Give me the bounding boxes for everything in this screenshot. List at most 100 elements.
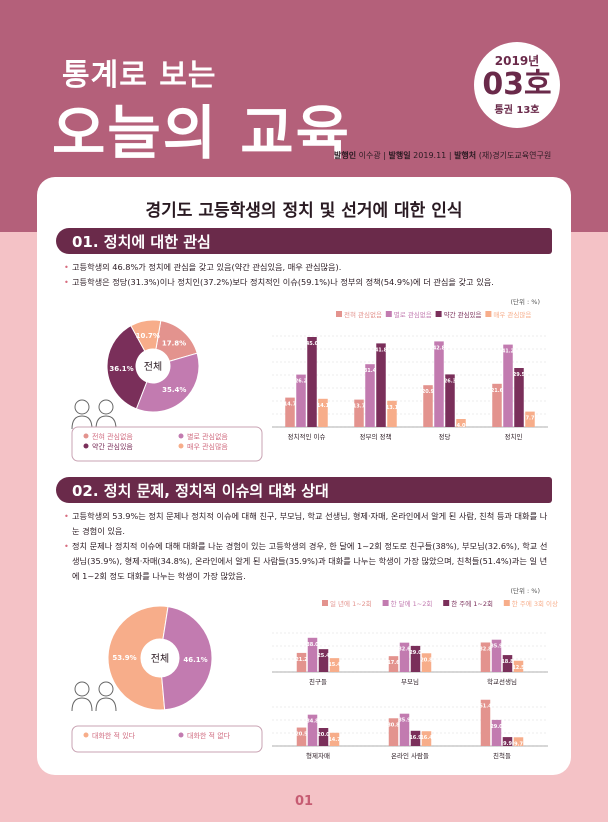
publish-date: 2019.11 xyxy=(413,151,447,160)
bar-value-label: 13.7 xyxy=(353,404,366,410)
bar xyxy=(525,411,535,427)
bullet-item: 고등학생의 46.8%가 정치에 관심을 갖고 있음(약간 관심있음, 매우 관… xyxy=(64,260,554,275)
bar xyxy=(318,728,329,746)
legend-swatch xyxy=(443,600,450,606)
legend-label: 한 주에 3회 이상 xyxy=(512,599,558,608)
bar-value-label: 14.7 xyxy=(284,402,297,408)
bar-value-label: 20.5 xyxy=(295,732,308,738)
bar-value-label: 31.4 xyxy=(364,368,377,374)
unit-label: (단위 : %) xyxy=(510,586,540,595)
bar-value-label: 26.2 xyxy=(295,379,308,385)
info-divider: | xyxy=(448,151,455,160)
pie-slice xyxy=(161,606,213,711)
bar xyxy=(296,374,306,427)
bar-value-label: 35.9 xyxy=(490,644,503,650)
legend-swatch xyxy=(382,600,389,606)
bar-value-label: 41.2 xyxy=(502,349,515,355)
legend-dot xyxy=(178,443,184,449)
legend-label: 매우 관심많음 xyxy=(187,442,228,451)
bar xyxy=(296,727,307,746)
legend-dot xyxy=(178,433,184,439)
bar xyxy=(354,399,364,427)
issue-number: 03호 xyxy=(482,67,552,102)
issue-year: 2019년 xyxy=(494,54,540,68)
person-body-icon xyxy=(95,697,117,712)
bar xyxy=(491,639,502,672)
bar xyxy=(434,341,444,427)
category-label: 정당 xyxy=(439,432,451,441)
bar-value-label: 32.8 xyxy=(479,646,492,652)
issue-badge: 2019년 03호 통권 13호 xyxy=(474,42,560,128)
bar xyxy=(445,374,455,427)
issue-volume: 통권 13호 xyxy=(494,105,540,116)
bar-value-label: 20.9 xyxy=(422,389,435,395)
bar xyxy=(421,653,432,672)
bar-value-label: 16.9 xyxy=(409,735,422,741)
slice-label: 17.8% xyxy=(162,340,186,348)
publisher-org: (재)경기도교육연구원 xyxy=(478,151,552,160)
bar xyxy=(387,400,397,427)
legend-label: 매우 관심많음 xyxy=(493,310,531,319)
bar-value-label: 26.3 xyxy=(444,378,457,384)
legend-label: 약간 관심있음 xyxy=(444,310,482,319)
category-label: 친척들 xyxy=(493,751,511,760)
bar xyxy=(307,637,318,672)
bar xyxy=(410,645,421,672)
legend-label: 별로 관심없음 xyxy=(394,310,432,319)
pie-slice xyxy=(106,325,148,410)
person-head-icon xyxy=(74,681,90,697)
bar-value-label: 17.6 xyxy=(387,660,400,666)
legend-label: 전혀 관심없음 xyxy=(344,310,382,319)
bar-value-label: 38.0 xyxy=(306,642,319,648)
bar-value-label: 12.5 xyxy=(512,665,525,671)
bar-value-label: 29.5 xyxy=(513,372,526,378)
bar xyxy=(388,718,399,746)
page-number: 01 xyxy=(294,794,314,809)
bar xyxy=(480,642,491,672)
category-label: 학교선생님 xyxy=(487,677,517,686)
legend-label: 별로 관심없음 xyxy=(187,432,228,441)
pie-legend-box xyxy=(71,725,263,753)
legend-label: 전혀 관심없음 xyxy=(92,432,133,441)
slice-label: 46.1% xyxy=(183,656,207,664)
slice-label: 36.1% xyxy=(109,365,133,373)
category-label: 정치적인 이슈 xyxy=(288,432,326,441)
bar-value-label: 42.8 xyxy=(433,345,446,351)
legend-dot xyxy=(83,732,89,738)
bar xyxy=(307,714,318,746)
bar-value-label: 13.1 xyxy=(386,405,399,411)
bar xyxy=(285,397,295,427)
bar-value-label: 34.8 xyxy=(306,719,319,725)
bar xyxy=(329,732,340,746)
section-2-bullets: 고등학생의 53.9%는 정치 문제나 정치적 이슈에 대해 친구, 부모님, … xyxy=(64,509,554,584)
bar-value-label: 18.8 xyxy=(501,659,514,665)
slice-label: 35.4% xyxy=(162,386,186,394)
bar xyxy=(492,383,502,427)
bar-value-label: 20.8 xyxy=(420,657,433,663)
bullet-item: 고등학생의 53.9%는 정치 문제나 정치적 이슈에 대해 친구, 부모님, … xyxy=(64,509,554,539)
bar xyxy=(480,699,491,746)
bar xyxy=(399,642,410,672)
bar xyxy=(376,343,386,427)
category-label: 부모님 xyxy=(401,677,419,686)
legend-swatch xyxy=(435,311,442,317)
pie-slice xyxy=(107,605,169,711)
legend-label: 대화한 적 없다 xyxy=(187,731,231,740)
slice-label: 53.9% xyxy=(112,654,136,662)
bar-value-label: 41.8 xyxy=(375,347,388,353)
legend-label: 한 주에 1~2회 xyxy=(451,599,493,608)
bar xyxy=(491,719,502,746)
bar-value-label: 21.2 xyxy=(295,657,308,663)
bullet-item: 정치 문제나 정치적 이슈에 대해 대화를 나눈 경험이 있는 고등학생의 경우… xyxy=(64,539,554,584)
bar-value-label: 14.1 xyxy=(317,403,330,409)
bar-value-label: 51.4 xyxy=(479,704,492,710)
bar xyxy=(318,649,329,672)
bar-value-label: 9.7 xyxy=(514,741,523,747)
slice-label: 10.7% xyxy=(136,332,160,340)
bar xyxy=(502,655,513,672)
legend-dot xyxy=(83,433,89,439)
legend-swatch xyxy=(336,311,342,317)
bar xyxy=(329,658,340,672)
bar-value-label: 29.0 xyxy=(409,650,422,656)
bar-value-label: 32.6 xyxy=(398,647,411,653)
